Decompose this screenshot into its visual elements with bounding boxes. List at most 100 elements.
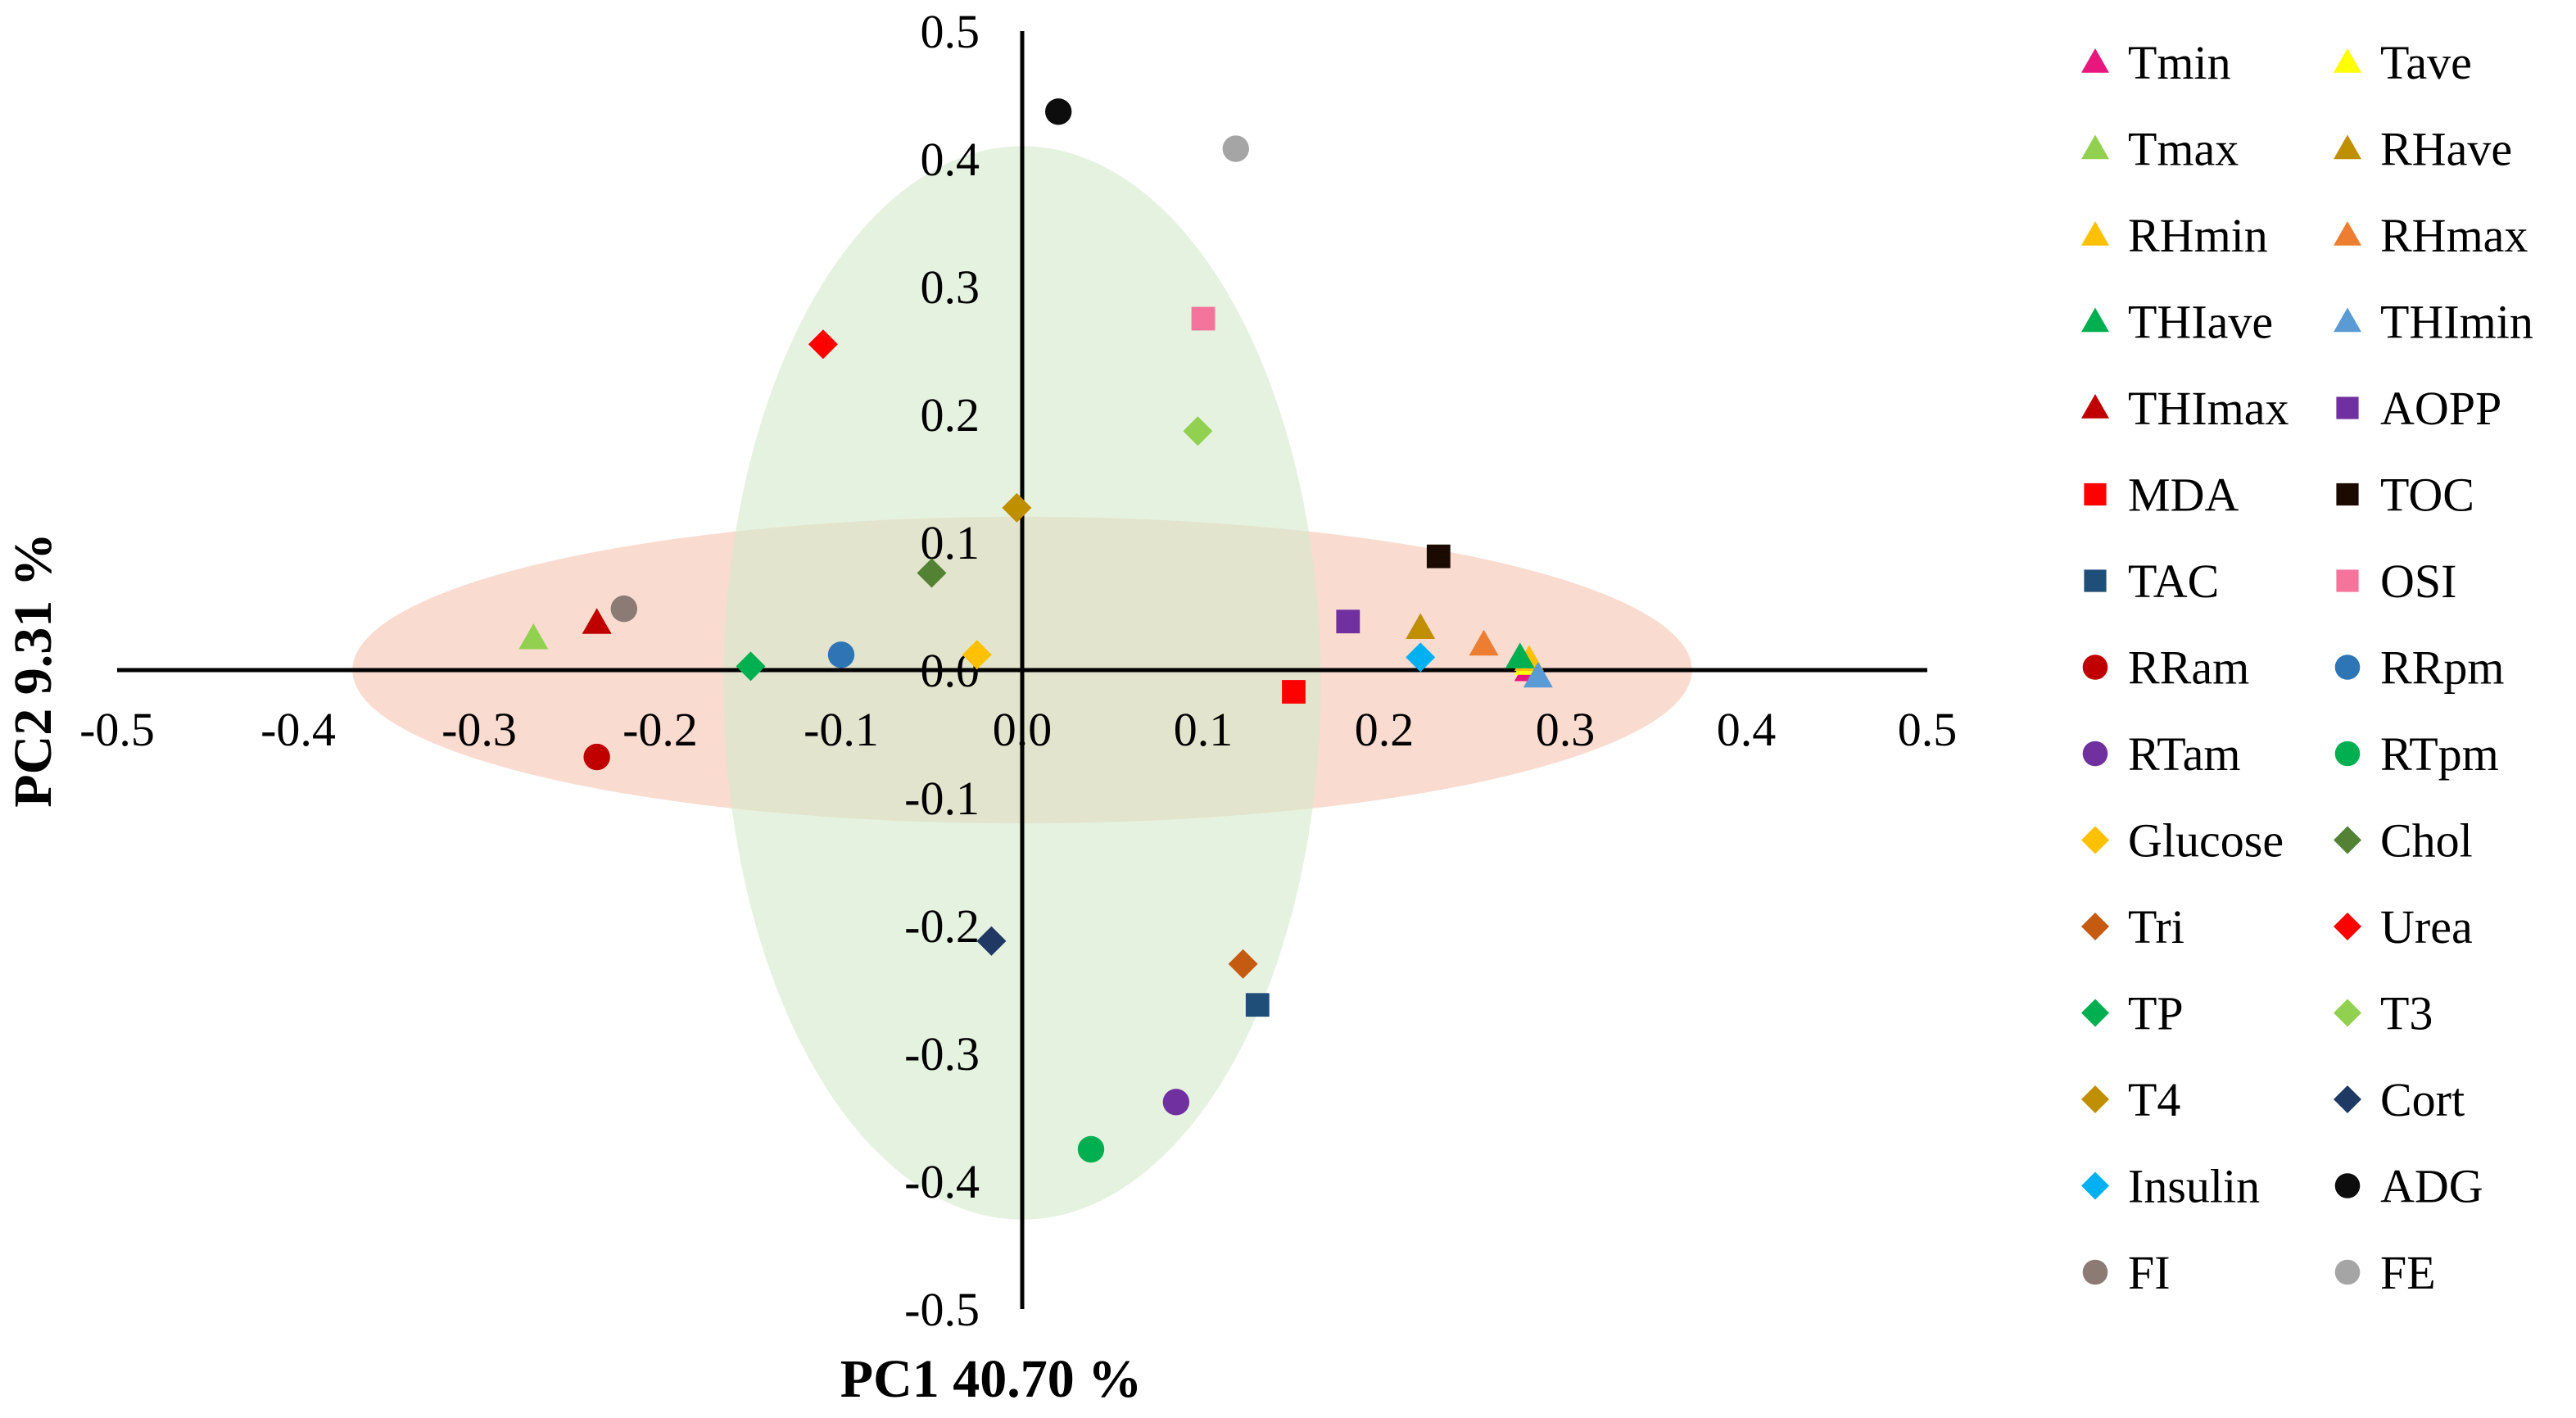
- legend-item-tac: TAC: [2084, 555, 2219, 608]
- x-tick-label: -0.5: [79, 703, 155, 756]
- y-tick-label: 0.2: [921, 388, 980, 442]
- legend-label: OSI: [2380, 555, 2456, 608]
- y-tick-label: -0.1: [904, 772, 980, 825]
- legend-label: RRam: [2128, 641, 2249, 695]
- legend-marker: [2081, 394, 2109, 419]
- point-thimax: [582, 608, 612, 634]
- legend-item-tmax: Tmax: [2081, 123, 2239, 176]
- legend-label: T3: [2380, 987, 2433, 1040]
- legend-item-chol: Chol: [2334, 814, 2473, 868]
- legend-marker: [2081, 307, 2109, 333]
- y-tick-label: -0.4: [904, 1155, 980, 1208]
- x-tick-label: -0.3: [441, 703, 517, 756]
- legend-marker: [2084, 482, 2107, 506]
- x-axis-title: PC1 40.70 %: [840, 1349, 1142, 1409]
- legend-label: T4: [2128, 1073, 2180, 1126]
- point-mda: [1282, 680, 1306, 704]
- legend-label: THIave: [2128, 296, 2273, 349]
- legend-item-tp: TP: [2081, 987, 2184, 1040]
- point-t4: [1002, 492, 1032, 523]
- legend-item-tmin: Tmin: [2081, 36, 2231, 89]
- legend-item-rram: RRam: [2082, 641, 2249, 695]
- legend-marker: [2081, 913, 2109, 940]
- legend-label: Tmax: [2128, 123, 2239, 176]
- x-tick-label: 0.4: [1717, 703, 1777, 756]
- legend-marker: [2081, 221, 2109, 246]
- point-tac: [1245, 993, 1270, 1017]
- point-thiave: [1505, 642, 1535, 668]
- legend-item-mda: MDA: [2084, 469, 2239, 522]
- legend-marker: [2082, 1259, 2108, 1285]
- legend-item-rrpm: RRpm: [2334, 641, 2505, 695]
- y-tick-label: -0.3: [904, 1027, 980, 1080]
- legend-label: ADG: [2380, 1160, 2483, 1213]
- legend-label: Tri: [2128, 900, 2184, 954]
- legend-label: Insulin: [2128, 1160, 2260, 1213]
- point-rhmax: [1469, 629, 1499, 656]
- x-tick-label: 0.5: [1898, 703, 1958, 756]
- point-aopp: [1336, 609, 1360, 634]
- legend-item-aopp: AOPP: [2336, 382, 2501, 435]
- legend-marker: [2334, 1259, 2361, 1285]
- legend-item-tave: Tave: [2334, 36, 2472, 89]
- legend-item-osi: OSI: [2336, 555, 2456, 608]
- point-t3: [1183, 416, 1213, 446]
- x-tick-label: -0.2: [622, 703, 698, 756]
- legend-marker: [2336, 569, 2359, 592]
- x-tick-label: 0.1: [1174, 703, 1234, 756]
- x-tick-label: -0.4: [260, 703, 336, 756]
- legend-label: Tmin: [2128, 36, 2231, 89]
- legend-marker: [2334, 826, 2361, 854]
- point-tp: [736, 651, 766, 682]
- point-glucose: [962, 640, 992, 670]
- legend-item-rhmax: RHmax: [2334, 209, 2528, 262]
- point-fe: [1222, 135, 1249, 162]
- legend: Tmin Tave Tmax RHave RHmin RHmax THIave THImin T…: [2081, 36, 2533, 1299]
- point-cort: [976, 926, 1007, 956]
- y-tick-label: -0.2: [904, 899, 980, 953]
- legend-marker: [2334, 1173, 2361, 1198]
- legend-item-thimin: THImin: [2334, 296, 2533, 349]
- point-fi: [610, 595, 637, 623]
- legend-item-adg: ADG: [2334, 1160, 2483, 1213]
- legend-marker: [2334, 741, 2361, 767]
- point-osi: [1191, 306, 1216, 331]
- point-rhave: [1406, 613, 1436, 640]
- tick-labels: -0.5 -0.4 -0.3 -0.2 -0.1 0.0 0.1 0.2 0.3 0.4 0.5 0.…: [79, 5, 1957, 1336]
- legend-marker: [2081, 1171, 2109, 1200]
- point-insulin: [1406, 642, 1436, 673]
- legend-marker: [2082, 655, 2108, 680]
- point-rram: [583, 743, 610, 771]
- axes: [117, 31, 1927, 1309]
- legend-marker: [2334, 655, 2361, 680]
- legend-label: RHmin: [2128, 209, 2268, 262]
- legend-label: THImin: [2380, 296, 2533, 349]
- legend-item-thimax: THImax: [2081, 382, 2289, 435]
- legend-marker: [2082, 741, 2108, 767]
- legend-marker: [2336, 396, 2359, 419]
- legend-marker: [2334, 134, 2361, 160]
- legend-item-fe: FE: [2334, 1246, 2436, 1299]
- point-toc: [1426, 544, 1451, 569]
- y-tick-label: -0.5: [904, 1283, 980, 1336]
- legend-item-rtpm: RTpm: [2334, 727, 2499, 781]
- legend-marker: [2336, 482, 2359, 506]
- legend-label: MDA: [2128, 469, 2239, 522]
- legend-marker: [2334, 48, 2361, 73]
- point-urea: [808, 329, 838, 360]
- y-tick-label: 0.3: [921, 260, 980, 314]
- legend-marker: [2081, 999, 2109, 1027]
- point-chol: [917, 558, 947, 588]
- legend-label: Chol: [2380, 814, 2473, 868]
- legend-item-rhave: RHave: [2334, 123, 2512, 176]
- legend-item-rhmin: RHmin: [2081, 209, 2268, 262]
- y-tick-label: 0.5: [921, 5, 980, 58]
- legend-label: Cort: [2380, 1073, 2465, 1126]
- x-tick-label: 0.2: [1355, 703, 1415, 756]
- legend-marker: [2334, 913, 2361, 940]
- legend-item-thiave: THIave: [2081, 296, 2273, 349]
- legend-label: TP: [2128, 987, 2184, 1040]
- y-axis-title: PC2 9.31 %: [3, 532, 63, 807]
- x-tick-label: 0.0: [993, 703, 1053, 756]
- legend-item-urea: Urea: [2334, 900, 2473, 954]
